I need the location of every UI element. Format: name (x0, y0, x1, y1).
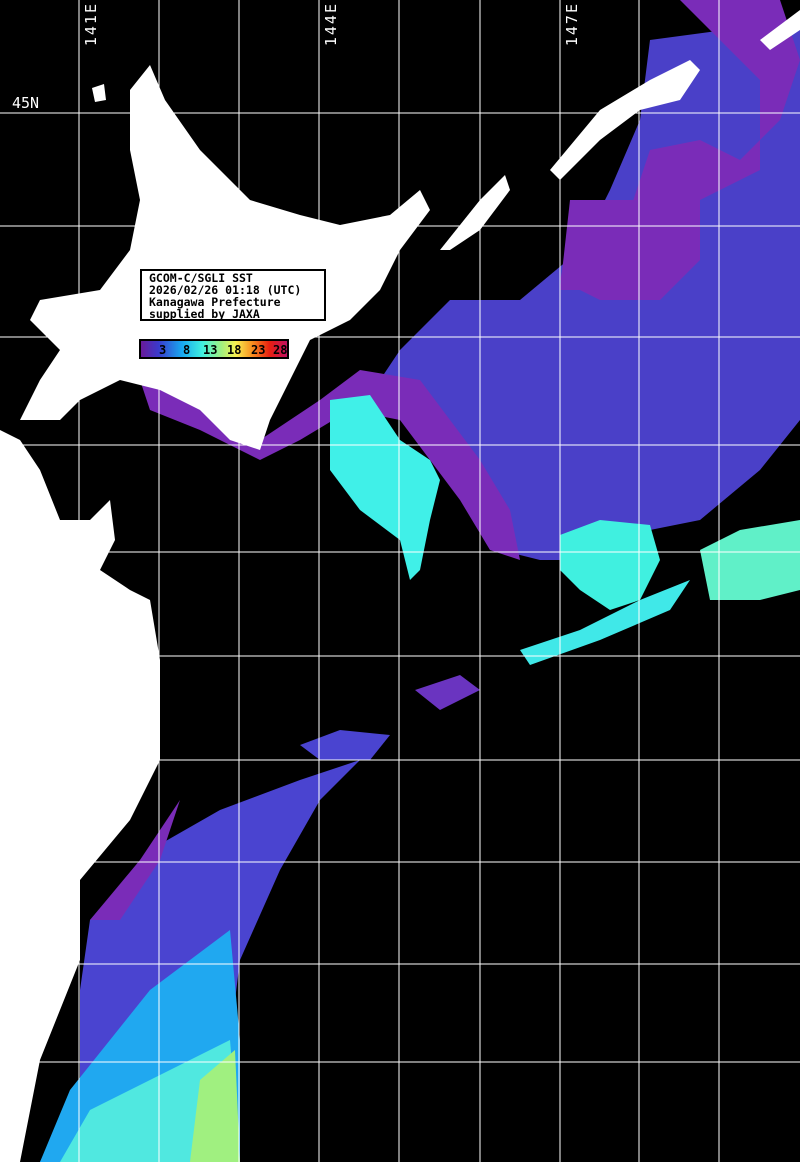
sst-front-band (520, 580, 690, 665)
sst-warm-eddy-east (700, 520, 800, 600)
land-hokkaido (20, 65, 430, 450)
info-box: GCOM-C/SGLI SST 2026/02/26 01:18 (UTC) K… (140, 269, 326, 321)
legend-tick: 13 (203, 343, 218, 357)
lat-label-45n: 45N (12, 94, 40, 112)
land-urup (760, 10, 800, 50)
sst-okhotsk-2 (560, 200, 660, 290)
lon-label-141e: 141E (82, 2, 100, 47)
lon-label-147e: 147E (563, 2, 581, 47)
legend-tick: 18 (227, 343, 242, 357)
legend-tick: 23 (251, 343, 266, 357)
land-honshu (0, 430, 160, 1162)
satellite-sensor: GCOM-C/SGLI SST (149, 271, 253, 285)
publisher: Kanagawa Prefecture (149, 295, 281, 309)
land-layer (0, 10, 800, 1162)
sst-warm-eddy (560, 520, 660, 610)
legend-tick: 3 (159, 343, 167, 357)
lon-label-144e: 144E (322, 2, 340, 47)
sst-oyashio-warm (330, 395, 440, 580)
land-etorofu (550, 60, 700, 180)
data-credit: supplied by JAXA (149, 307, 260, 321)
sst-mid-patch (415, 675, 480, 710)
legend-tick: 8 (183, 343, 191, 357)
color-scale-legend: 3 8 13 18 23 28 (139, 339, 289, 359)
observation-time: 2026/02/26 01:18 (UTC) (149, 283, 302, 297)
land-rishiri (92, 84, 106, 102)
legend-tick: 28 (273, 343, 288, 357)
land-kunashiri (440, 175, 510, 250)
sst-south-green (190, 1050, 240, 1162)
sst-coastal-hokkaido (140, 370, 520, 560)
sst-south-purple (90, 800, 180, 920)
sst-mid-patch-2 (300, 730, 390, 760)
